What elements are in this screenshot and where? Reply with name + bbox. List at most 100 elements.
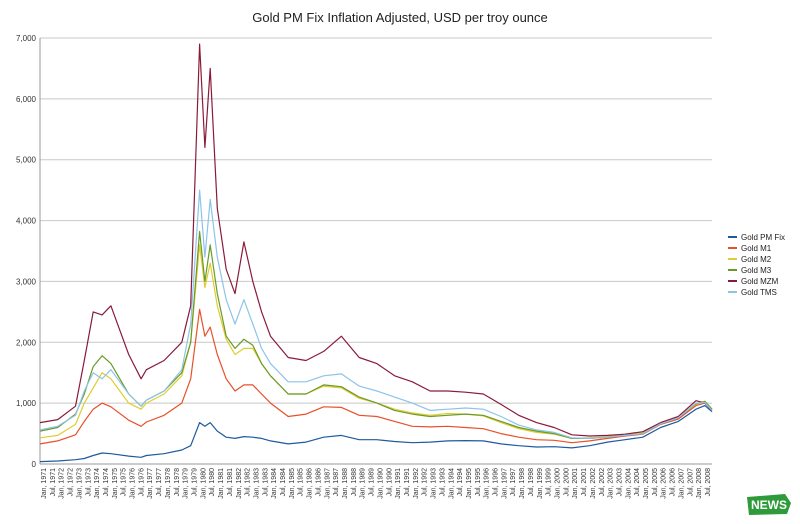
x-tick-label: Jan, 1999 (537, 468, 544, 499)
x-tick-label: Jan, 1986 (307, 468, 314, 499)
logo-badge (747, 494, 791, 515)
x-tick-label: Jan, 1977 (147, 468, 154, 499)
x-tick-label: Jul, 1989 (369, 468, 376, 497)
series-line-gold-m2 (39, 244, 713, 439)
x-tick-label: Jan, 1975 (112, 468, 119, 499)
legend-label: Gold M1 (741, 244, 772, 253)
x-tick-label: Jan, 1993 (431, 468, 438, 499)
x-tick-label: Jul, 1990 (386, 468, 393, 497)
x-tick-label: Jul, 2007 (687, 468, 694, 497)
x-tick-label: Jan, 2000 (554, 468, 561, 499)
x-tick-label: Jan, 1991 (395, 468, 402, 499)
legend-label: Gold M2 (741, 255, 772, 264)
series-line-gold-pm-fix (39, 405, 713, 463)
x-tick-label: Jul, 2006 (670, 468, 677, 497)
legend-label: Gold TMS (741, 288, 777, 297)
x-tick-label: Jul, 2004 (634, 468, 641, 497)
x-tick-label: Jan, 1992 (413, 468, 420, 499)
logo-text: NEWS (751, 498, 787, 512)
x-tick-label: Jul, 1977 (156, 468, 163, 497)
x-tick-label: Jan, 1984 (271, 468, 278, 499)
x-tick-label: Jan, 1990 (377, 468, 384, 499)
x-tick-label: Jul, 1995 (475, 468, 482, 497)
x-tick-label: Jan, 1979 (183, 468, 190, 499)
y-tick-label: 1,000 (16, 399, 37, 408)
x-tick-label: Jan, 2004 (625, 468, 632, 499)
x-tick-label: Jan, 1974 (94, 468, 101, 499)
x-tick-label: Jul, 1980 (209, 468, 216, 497)
legend-label: Gold PM Fix (741, 233, 785, 242)
y-tick-label: 4,000 (16, 217, 37, 226)
legend-label: Gold MZM (741, 277, 779, 286)
x-tick-label: Jan, 2005 (643, 468, 650, 499)
x-tick-label: Jan, 1995 (466, 468, 473, 499)
x-tick-label: Jul, 1987 (333, 468, 340, 497)
x-tick-label: Jan, 1997 (501, 468, 508, 499)
series-line-gold-m1 (39, 308, 713, 445)
x-tick-label: Jul, 1988 (351, 468, 358, 497)
news-logo: NEWS (747, 494, 791, 515)
y-tick-label: 3,000 (16, 277, 37, 286)
series-lines (39, 43, 713, 463)
y-tick-label: 0 (32, 460, 37, 469)
x-tick-label: Jul, 1985 (298, 468, 305, 497)
x-tick-label: Jul, 1993 (439, 468, 446, 497)
x-tick-label: Jul, 1971 (50, 468, 57, 497)
legend-label: Gold M3 (741, 266, 772, 275)
x-tick-label: Jan, 1998 (519, 468, 526, 499)
x-tick-label: Jan, 1983 (253, 468, 260, 499)
x-tick-label: Jul, 1978 (174, 468, 181, 497)
x-tick-label: Jan, 2002 (590, 468, 597, 499)
x-tick-label: Jul, 1975 (121, 468, 128, 497)
x-tick-label: Jul, 2002 (599, 468, 606, 497)
y-tick-label: 6,000 (16, 95, 37, 104)
x-tick-label: Jul, 2000 (563, 468, 570, 497)
x-tick-label: Jul, 1999 (546, 468, 553, 497)
x-tick-label: Jan, 1987 (324, 468, 331, 499)
x-tick-label: Jan, 2003 (608, 468, 615, 499)
x-tick-label: Jan, 1980 (200, 468, 207, 499)
x-tick-label: Jul, 2001 (581, 468, 588, 497)
x-tick-label: Jul, 1998 (528, 468, 535, 497)
x-tick-label: Jan, 1981 (218, 468, 225, 499)
gridlines (39, 37, 712, 465)
x-tick-label: Jan, 1985 (289, 468, 296, 499)
x-tick-label: Jul, 1991 (404, 468, 411, 497)
x-tick-label: Jan, 1971 (41, 468, 48, 499)
x-tick-label: Jul, 1992 (422, 468, 429, 497)
x-tick-label: Jul, 1986 (315, 468, 322, 497)
x-tick-label: Jan, 1994 (448, 468, 455, 499)
x-tick-label: Jan, 1988 (342, 468, 349, 499)
x-tick-label: Jul, 1973 (85, 468, 92, 497)
x-tick-label: Jul, 1974 (103, 468, 110, 497)
x-tick-label: Jul, 1982 (245, 468, 252, 497)
x-tick-label: Jan, 1976 (130, 468, 137, 499)
x-tick-label: Jan, 1978 (165, 468, 172, 499)
x-tick-label: Jul, 1994 (457, 468, 464, 497)
x-tick-label: Jul, 2005 (652, 468, 659, 497)
chart-title: Gold PM Fix Inflation Adjusted, USD per … (252, 10, 548, 25)
x-tick-label: Jul, 1997 (510, 468, 517, 497)
x-tick-label: Jan, 2006 (661, 468, 668, 499)
series-line-gold-tms (39, 189, 713, 439)
x-tick-label: Jul, 1972 (68, 468, 75, 497)
x-tick-label: Jul, 1979 (192, 468, 199, 497)
legend: Gold PM Fix Gold M1 Gold M2 Gold M3 Gold MZM… (728, 233, 785, 297)
x-tick-label: Jan, 2007 (678, 468, 685, 499)
x-tick-label: Jul, 1984 (280, 468, 287, 497)
x-tick-label: Jan, 1973 (76, 468, 83, 499)
x-tick-label: Jul, 1976 (138, 468, 145, 497)
y-axis: 0 1,000 2,000 3,000 4,000 5,000 6,000 7,000 (16, 34, 37, 469)
x-tick-label: Jul, 1983 (262, 468, 269, 497)
x-tick-label: Jul, 1996 (493, 468, 500, 497)
y-tick-label: 2,000 (16, 338, 37, 347)
x-tick-label: Jul, 1981 (227, 468, 234, 497)
x-tick-label: Jan, 1996 (484, 468, 491, 499)
y-tick-label: 7,000 (16, 34, 37, 43)
y-tick-label: 5,000 (16, 156, 37, 165)
x-tick-label: Jul, 2008 (705, 468, 712, 497)
x-tick-label: Jan, 1989 (360, 468, 367, 499)
series-line-gold-mzm (39, 43, 713, 437)
x-tick-label: Jan, 2001 (572, 468, 579, 499)
